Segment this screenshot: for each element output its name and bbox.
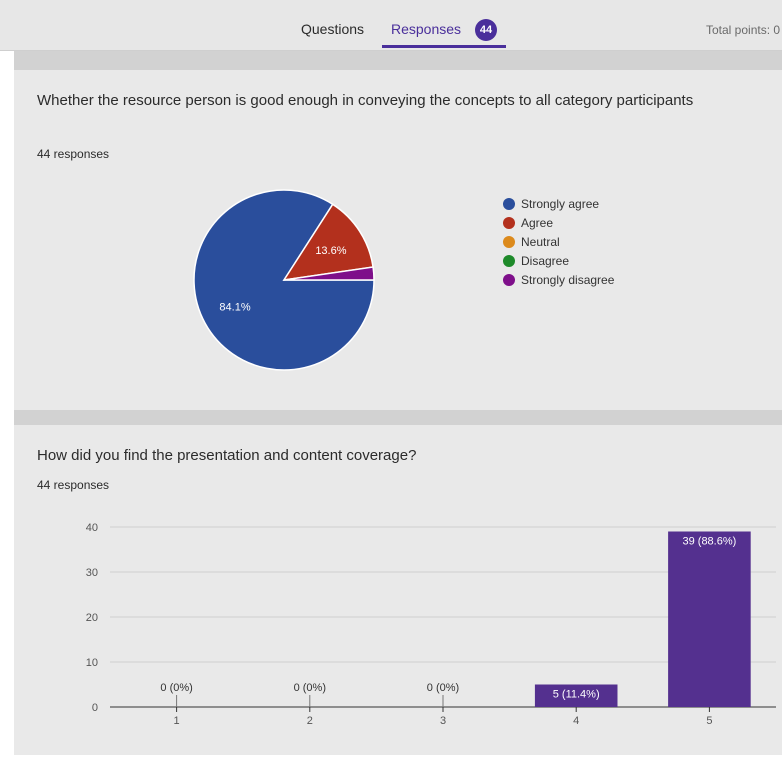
response-count: 44 responses <box>37 147 110 161</box>
active-tab-indicator <box>382 45 506 48</box>
pie-slice-strongly-disagree[interactable] <box>283 266 375 281</box>
section-divider <box>14 51 782 70</box>
x-tick-label: 2 <box>307 715 313 727</box>
legend-label: Disagree <box>521 253 570 268</box>
x-tick-label: 1 <box>174 715 180 727</box>
y-tick-label: 0 <box>92 702 98 714</box>
bar-chart: 0 10 20 30 40 1 0 (0%) 2 0 (0%) 3 0 (0%) 4 5 (11.4%)… <box>86 522 776 727</box>
y-tick-label: 40 <box>86 522 98 534</box>
bar-data-label: 0 (0%) <box>427 682 459 694</box>
question-title: How did you find the presentation and co… <box>37 447 417 464</box>
tab-questions[interactable]: Questions <box>301 21 365 37</box>
legend-swatch <box>503 273 515 286</box>
bar-data-label: 5 (11.4%) <box>553 689 600 701</box>
legend-label: Strongly disagree <box>521 272 615 287</box>
total-points-label: Total points: 0 <box>706 23 781 37</box>
pie-data-label: 13.6% <box>315 245 346 257</box>
pie-data-label: 84.1% <box>219 302 250 314</box>
legend-item-disagree[interactable]: Disagree <box>503 251 614 270</box>
legend-swatch <box>503 197 515 210</box>
response-count: 44 responses <box>37 478 110 492</box>
x-tick-label: 4 <box>573 715 579 727</box>
responses-count-badge: 44 <box>475 19 497 41</box>
response-card-bar: How did you find the presentation and co… <box>14 425 782 755</box>
legend-label: Strongly agree <box>521 196 600 211</box>
pie-legend: Strongly agree Agree Neutral Disagree St… <box>503 194 614 289</box>
tab-bar: Questions Responses 44 Total points: 0 <box>0 0 782 51</box>
bar-data-label: 39 (88.6%) <box>682 536 736 548</box>
legend-item-strongly-agree[interactable]: Strongly agree <box>503 194 614 213</box>
bar-4[interactable] <box>534 684 618 708</box>
legend-item-strongly-disagree[interactable]: Strongly disagree <box>503 270 614 289</box>
legend-label: Neutral <box>521 234 560 249</box>
tab-responses[interactable]: Responses <box>391 21 462 37</box>
pie-chart: 84.1% 13.6% <box>193 189 375 371</box>
y-tick-label: 20 <box>86 612 98 624</box>
x-tick-label: 5 <box>706 715 712 727</box>
bar-5[interactable] <box>668 531 751 708</box>
legend-label: Agree <box>521 215 554 230</box>
question-title: Whether the resource person is good enou… <box>37 92 694 109</box>
legend-swatch <box>503 235 515 248</box>
legend-item-neutral[interactable]: Neutral <box>503 232 614 251</box>
x-tick-label: 3 <box>440 715 446 727</box>
legend-swatch <box>503 254 515 267</box>
response-card-pie: Whether the resource person is good enou… <box>14 70 782 410</box>
section-divider <box>14 410 782 425</box>
y-tick-label: 10 <box>86 657 98 669</box>
bar-data-label: 0 (0%) <box>160 682 192 694</box>
legend-swatch <box>503 216 515 229</box>
y-tick-label: 30 <box>86 567 98 579</box>
pie-slice-agree[interactable] <box>282 203 374 281</box>
bar-data-label: 0 (0%) <box>294 682 326 694</box>
legend-item-agree[interactable]: Agree <box>503 213 614 232</box>
